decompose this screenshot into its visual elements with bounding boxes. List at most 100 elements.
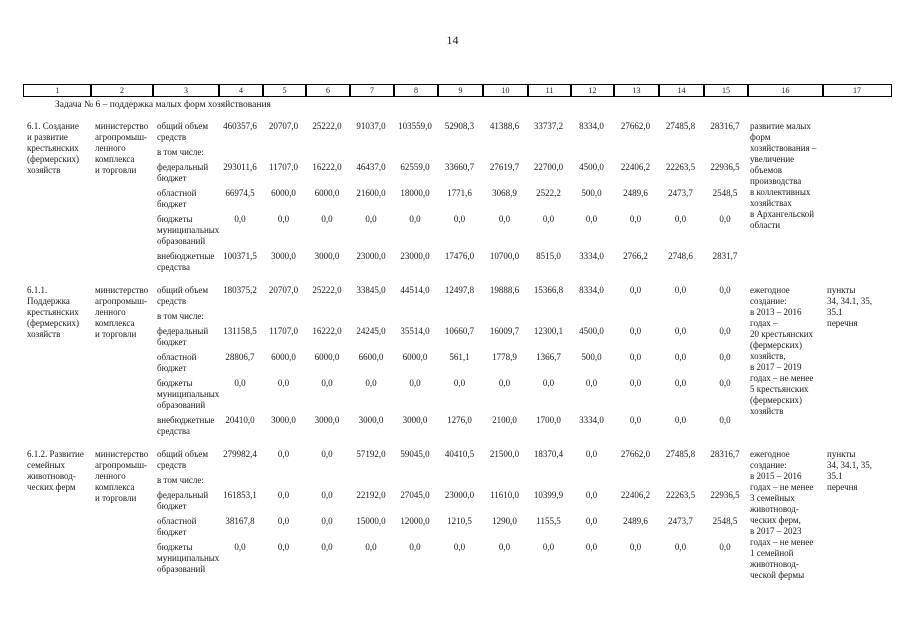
value-cell: 22406,2 <box>620 162 651 172</box>
value-cell: 21600,0 <box>356 188 386 198</box>
value-cell: 66974,5 <box>225 188 255 198</box>
column-number-cell: 8 <box>393 84 439 97</box>
value-cell: 52908,3 <box>444 121 475 131</box>
value-cell: 20410,0 <box>225 415 255 425</box>
value-cell: 35514,0 <box>400 326 430 336</box>
value-cell: 0,0 <box>719 378 731 388</box>
value-cell: 100371,5 <box>223 251 257 261</box>
value-cell: 0,0 <box>629 542 642 552</box>
value-cell: 3000,0 <box>271 251 296 261</box>
value-cell: 16222,0 <box>312 162 342 172</box>
value-cell: 0,0 <box>365 214 377 224</box>
column-number-cell: 2 <box>90 84 154 97</box>
value-cell: 0,0 <box>629 378 642 388</box>
value-cell: 293011,6 <box>223 162 257 172</box>
value-cell: 2548,5 <box>712 516 738 526</box>
value-cell: 0,0 <box>629 415 642 425</box>
value-cell: 4500,0 <box>579 162 604 172</box>
value-cell: 2522,2 <box>536 188 561 198</box>
value-cell: 500,0 <box>581 352 602 362</box>
value-cell: 0,0 <box>585 378 598 388</box>
value-cell: 22192,0 <box>356 490 386 500</box>
value-cell: 33845,0 <box>356 285 386 295</box>
value-cell: 0,0 <box>629 285 642 295</box>
value-cell: 0,0 <box>409 214 421 224</box>
value-cell: 3000,0 <box>314 415 340 425</box>
value-cell: 6000,0 <box>402 352 428 362</box>
reference-note: пункты 34, 34.1, 35, 35.1 перечня <box>827 285 872 328</box>
value-cell: 20707,0 <box>268 121 299 131</box>
value-cell: 561,1 <box>449 352 470 362</box>
value-cell: 12300,1 <box>533 326 564 336</box>
value-cell: 1155,5 <box>536 516 561 526</box>
value-cell: 16222,0 <box>312 326 342 336</box>
value-cell: 10700,0 <box>489 251 520 261</box>
budget-line-label: в том числе: <box>157 475 204 485</box>
value-cell: 0,0 <box>674 326 687 336</box>
value-cell: 0,0 <box>409 542 421 552</box>
value-cell: 22263,5 <box>665 490 696 500</box>
column-number-cell: 12 <box>570 84 615 97</box>
value-cell: 10660,7 <box>444 326 475 336</box>
value-cell: 11707,0 <box>269 326 298 336</box>
value-cell: 3334,0 <box>579 415 604 425</box>
value-cell: 57192,0 <box>356 449 386 459</box>
value-cell: 0,0 <box>365 542 377 552</box>
value-cell: 180375,2 <box>223 285 257 295</box>
value-cell: 2100,0 <box>492 415 517 425</box>
value-cell: 0,0 <box>365 378 377 388</box>
budget-line-label: областной бюджет <box>157 188 197 209</box>
value-cell: 0,0 <box>719 326 731 336</box>
value-cell: 0,0 <box>629 352 642 362</box>
value-cell: 0,0 <box>277 516 290 526</box>
value-cell: 12497,8 <box>444 285 475 295</box>
budget-line-label: внебюджетные средства <box>157 415 215 436</box>
column-number-cell: 15 <box>703 84 749 97</box>
task-caption: Задача № 6 – поддержка малых форм хозяйс… <box>55 100 271 110</box>
value-cell: 0,0 <box>542 214 555 224</box>
value-cell: 23000,0 <box>400 251 430 261</box>
budget-line-label: общий объем средств <box>157 121 209 142</box>
value-cell: 0,0 <box>277 490 290 500</box>
value-cell: 6000,0 <box>314 188 340 198</box>
value-cell: 27485,8 <box>665 121 696 131</box>
table-row: 6.1.1. Поддержка крестьянских (фермерски… <box>23 285 890 437</box>
value-cell: 0,0 <box>542 378 555 388</box>
value-cell: 2489,6 <box>623 188 648 198</box>
value-cell: 0,0 <box>453 378 466 388</box>
value-cell: 59045,0 <box>400 449 430 459</box>
value-cell: 22936,5 <box>710 162 740 172</box>
value-cell: 3068,9 <box>492 188 517 198</box>
value-cell: 0,0 <box>629 214 642 224</box>
value-cell: 0,0 <box>629 326 642 336</box>
value-cell: 27662,0 <box>620 121 651 131</box>
value-cell: 0,0 <box>674 285 687 295</box>
value-cell: 24245,0 <box>356 326 386 336</box>
executor-name: министерство агропромыш- ленного комплек… <box>95 449 149 503</box>
value-cell: 25222,0 <box>312 121 342 131</box>
value-cell: 0,0 <box>585 542 598 552</box>
value-cell: 0,0 <box>277 214 290 224</box>
expected-result: ежегодное создание: в 2013 – 2016 годах … <box>750 285 814 416</box>
value-cell: 0,0 <box>234 214 246 224</box>
table-body: 6.1. Создание и развитие крестьянских (ф… <box>23 121 890 587</box>
value-cell: 22263,5 <box>665 162 696 172</box>
value-cell: 1771,6 <box>447 188 472 198</box>
expected-result: ежегодное создание: в 2015 – 2016 годах … <box>750 449 814 580</box>
value-cell: 28316,7 <box>710 449 740 459</box>
value-cell: 279982,4 <box>223 449 257 459</box>
value-cell: 1700,0 <box>536 415 561 425</box>
value-cell: 0,0 <box>719 415 731 425</box>
column-number-cell: 11 <box>527 84 572 97</box>
value-cell: 0,0 <box>674 415 687 425</box>
column-number-cell: 4 <box>218 84 264 97</box>
value-cell: 0,0 <box>321 378 333 388</box>
value-cell: 0,0 <box>277 378 290 388</box>
value-cell: 16009,7 <box>489 326 520 336</box>
value-cell: 23000,0 <box>444 490 475 500</box>
value-cell: 6000,0 <box>314 352 340 362</box>
value-cell: 4500,0 <box>579 326 604 336</box>
value-cell: 0,0 <box>409 378 421 388</box>
value-cell: 2489,6 <box>623 516 648 526</box>
value-cell: 12000,0 <box>400 516 430 526</box>
